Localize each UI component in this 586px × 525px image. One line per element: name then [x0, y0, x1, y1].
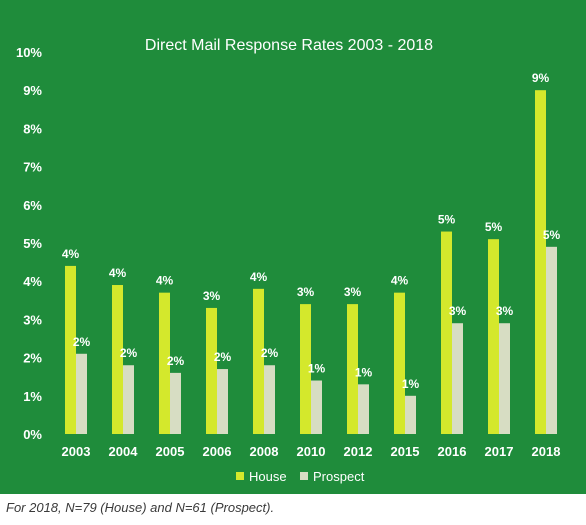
bar-house-2006 — [206, 307, 217, 434]
data-label-house-2016: 5% — [438, 213, 456, 227]
y-axis: 0% 1% 2% 3% 4% 5% 6% 7% 8% 9% 10% — [16, 45, 42, 442]
footnote: For 2018, N=79 (House) and N=61 (Prospec… — [6, 500, 275, 515]
bar-house-2010 — [300, 304, 311, 434]
x-tick-label: 2017 — [485, 444, 514, 459]
data-label-house-2015: 4% — [391, 274, 409, 288]
bar-prospect-2005 — [170, 372, 181, 434]
data-label-prospect-2003: 2% — [73, 335, 91, 349]
bar-house-2003 — [65, 265, 76, 434]
bar-house-2016 — [441, 231, 452, 434]
bar-prospect-2010 — [311, 380, 322, 434]
bar-prospect-2015 — [405, 395, 416, 434]
legend-swatch-house — [236, 472, 244, 480]
x-tick-label: 2003 — [62, 444, 91, 459]
data-label-prospect-2016: 3% — [449, 304, 467, 318]
bars: 4% 2% 4% 2% 4% 2% 3% 2% 4% 2% 3% 1% 3% 1% 4% 1% 5% 3% 5% 3%… — [62, 71, 561, 434]
bar-prospect-2018 — [546, 246, 557, 434]
data-label-prospect-2008: 2% — [261, 346, 279, 360]
bar-house-2005 — [159, 292, 170, 434]
chart-title: Direct Mail Response Rates 2003 - 2018 — [145, 37, 433, 54]
y-tick-label: 3% — [23, 312, 42, 327]
x-tick-label: 2008 — [250, 444, 279, 459]
y-tick-label: 5% — [23, 236, 42, 251]
y-tick-label: 1% — [23, 389, 42, 404]
data-label-house-2012: 3% — [344, 285, 362, 299]
y-tick-label: 9% — [23, 83, 42, 98]
bar-chart: Direct Mail Response Rates 2003 - 2018 0… — [16, 37, 561, 484]
data-label-house-2010: 3% — [297, 285, 315, 299]
data-label-prospect-2010: 1% — [308, 362, 326, 376]
data-label-prospect-2005: 2% — [167, 354, 185, 368]
x-tick-label: 2005 — [156, 444, 185, 459]
y-tick-label: 0% — [23, 427, 42, 442]
bar-prospect-2016 — [452, 323, 463, 434]
x-tick-label: 2016 — [438, 444, 467, 459]
bar-house-2008 — [253, 288, 264, 434]
data-label-prospect-2004: 2% — [120, 346, 138, 360]
data-label-house-2005: 4% — [156, 274, 174, 288]
x-tick-label: 2006 — [203, 444, 232, 459]
x-tick-label: 2015 — [391, 444, 420, 459]
bar-prospect-2017 — [499, 323, 510, 434]
legend-swatch-prospect — [300, 472, 308, 480]
x-tick-label: 2012 — [344, 444, 373, 459]
data-label-prospect-2012: 1% — [355, 365, 373, 379]
x-tick-label: 2010 — [297, 444, 326, 459]
bar-prospect-2012 — [358, 384, 369, 434]
bar-prospect-2006 — [217, 369, 228, 434]
data-label-house-2004: 4% — [109, 266, 127, 280]
data-label-prospect-2018: 5% — [543, 228, 561, 242]
bar-house-2015 — [394, 292, 405, 434]
x-axis: 2003 2004 2005 2006 2008 2010 2012 2015 2016 2017… — [62, 444, 561, 459]
bar-prospect-2004 — [123, 365, 134, 434]
data-label-prospect-2015: 1% — [402, 377, 420, 391]
bar-house-2012 — [347, 304, 358, 434]
y-tick-label: 10% — [16, 45, 42, 60]
legend-label-house: House — [249, 469, 287, 484]
bar-prospect-2003 — [76, 353, 87, 434]
data-label-house-2008: 4% — [250, 270, 268, 284]
data-label-house-2017: 5% — [485, 220, 503, 234]
bar-house-2018 — [535, 90, 546, 434]
bar-prospect-2008 — [264, 365, 275, 434]
data-label-house-2003: 4% — [62, 247, 80, 261]
legend: House Prospect — [236, 469, 365, 484]
data-label-prospect-2006: 2% — [214, 350, 232, 364]
chart-panel: Direct Mail Response Rates 2003 - 2018 0… — [0, 0, 586, 494]
data-label-prospect-2017: 3% — [496, 304, 514, 318]
x-tick-label: 2004 — [109, 444, 139, 459]
y-tick-label: 8% — [23, 121, 42, 136]
y-tick-label: 6% — [23, 198, 42, 213]
x-tick-label: 2018 — [532, 444, 561, 459]
y-tick-label: 4% — [23, 274, 42, 289]
y-tick-label: 2% — [23, 351, 42, 366]
legend-label-prospect: Prospect — [313, 469, 365, 484]
bar-house-2017 — [488, 239, 499, 434]
y-tick-label: 7% — [23, 160, 42, 175]
bar-house-2004 — [112, 285, 123, 434]
data-label-house-2006: 3% — [203, 289, 221, 303]
data-label-house-2018: 9% — [532, 71, 550, 85]
